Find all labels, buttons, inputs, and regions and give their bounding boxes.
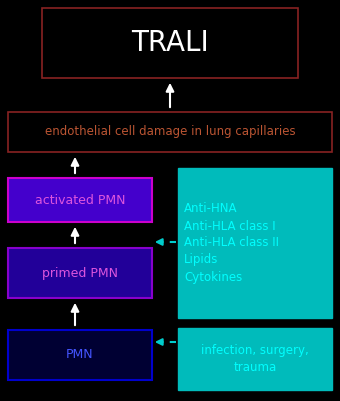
Bar — [178, 168, 332, 318]
Text: endothelial cell damage in lung capillaries: endothelial cell damage in lung capillar… — [45, 126, 295, 138]
Text: primed PMN: primed PMN — [42, 267, 118, 279]
Bar — [8, 178, 152, 222]
Bar — [8, 248, 152, 298]
Text: TRALI: TRALI — [131, 29, 209, 57]
Text: PMN: PMN — [66, 348, 94, 361]
Bar — [8, 330, 152, 380]
Bar — [42, 8, 298, 78]
Text: activated PMN: activated PMN — [35, 194, 125, 207]
Text: infection, surgery,
trauma: infection, surgery, trauma — [201, 344, 309, 374]
Text: Anti-HNA
Anti-HLA class I
Anti-HLA class II
Lipids
Cytokines: Anti-HNA Anti-HLA class I Anti-HLA class… — [184, 203, 279, 284]
Bar — [8, 112, 332, 152]
Bar — [178, 328, 332, 390]
